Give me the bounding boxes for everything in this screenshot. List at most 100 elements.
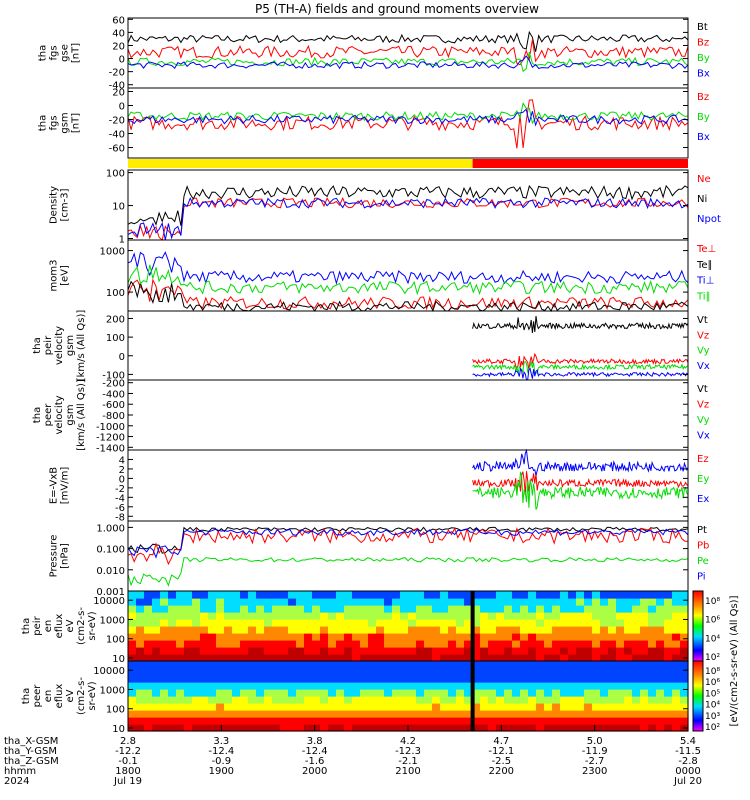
- spectrogram-cell: [616, 696, 625, 704]
- spectrogram-cell: [456, 696, 465, 704]
- spectrogram-cell: [264, 598, 273, 606]
- spectrogram-cell: [384, 626, 393, 634]
- spectrogram-cell: [576, 654, 585, 662]
- spectrogram-cell: [392, 675, 401, 683]
- spectrogram-cell: [224, 703, 233, 711]
- spectrogram-cell: [488, 654, 497, 662]
- spectrogram-cell: [496, 647, 505, 655]
- spectrogram-cell: [280, 598, 289, 606]
- spectrogram-cell: [152, 591, 161, 599]
- spectrogram-cell: [408, 605, 417, 613]
- spectrogram-cell: [424, 710, 433, 718]
- spectrogram-cell: [552, 703, 561, 711]
- spectrogram-cell: [424, 703, 433, 711]
- spectrogram-cell: [216, 612, 225, 620]
- spectrogram-cell: [184, 612, 193, 620]
- spectrogram-cell: [680, 605, 689, 613]
- spectrogram-cell: [352, 696, 361, 704]
- spectrogram-cell: [400, 661, 409, 669]
- y-tick-label: 100: [106, 333, 125, 344]
- spectrogram-cell: [568, 717, 577, 725]
- spectrogram-cell: [312, 633, 321, 641]
- spectrogram-cell: [224, 612, 233, 620]
- spectrogram-cell: [232, 682, 241, 690]
- colorbar-tick: 10⁸: [705, 597, 720, 607]
- spectrogram-cell: [648, 647, 657, 655]
- y-axis-label: sr-eV): [87, 611, 98, 640]
- spectrogram-cell: [136, 703, 145, 711]
- spectrogram-cell: [240, 619, 249, 627]
- spectrogram-cell: [608, 612, 617, 620]
- spectrogram-cell: [576, 661, 585, 669]
- spectrogram-cell: [448, 612, 457, 620]
- spectrogram-cell: [304, 619, 313, 627]
- spectrogram-cell: [656, 633, 665, 641]
- spectrogram-cell: [664, 724, 673, 732]
- spectrogram-cell: [480, 605, 489, 613]
- y-axis-label: [eV]: [60, 265, 71, 286]
- spectrogram-cell: [192, 591, 201, 599]
- spectrogram-cell: [544, 689, 553, 697]
- spectrogram-cell: [184, 633, 193, 641]
- spectrogram-cell: [448, 661, 457, 669]
- spectrogram-cell: [552, 633, 561, 641]
- spectrogram-cell: [576, 717, 585, 725]
- spectrogram-cell: [648, 605, 657, 613]
- spectrogram-cell: [128, 668, 137, 676]
- spectrogram-cell: [672, 654, 681, 662]
- spectrogram-cell: [248, 703, 257, 711]
- spectrogram-cell: [128, 661, 137, 669]
- spectrogram-cell: [576, 682, 585, 690]
- y-tick-label: 10000: [93, 596, 125, 607]
- spectrogram-cell: [584, 710, 593, 718]
- spectrogram-cell: [536, 710, 545, 718]
- spectrogram-cell: [128, 703, 137, 711]
- spectrogram-cell: [216, 647, 225, 655]
- spectrogram-cell: [384, 710, 393, 718]
- spectrogram-cell: [232, 689, 241, 697]
- colorbar-tick: 10⁴: [705, 634, 720, 644]
- spectrogram-cell: [608, 724, 617, 732]
- y-axis-label: [nT]: [71, 113, 82, 133]
- spectrogram-cell: [312, 682, 321, 690]
- spectrogram-cell: [136, 724, 145, 732]
- y-axis-label: Density: [49, 186, 60, 224]
- spectrogram-cell: [128, 591, 137, 599]
- y-tick-label: -40: [109, 130, 125, 141]
- spectrogram-cell: [328, 682, 337, 690]
- spectrogram-cell: [352, 626, 361, 634]
- spectrogram-cell: [360, 633, 369, 641]
- spectrogram-cell: [384, 724, 393, 732]
- spectrogram-cell: [624, 696, 633, 704]
- spectrogram-cell: [496, 612, 505, 620]
- spectrogram-cell: [136, 640, 145, 648]
- spectrogram-cell: [296, 591, 305, 599]
- spectrogram-cell: [480, 689, 489, 697]
- spectrogram-cell: [616, 689, 625, 697]
- spectrogram-cell: [232, 710, 241, 718]
- spectrogram-cell: [248, 626, 257, 634]
- spectrogram-cell: [480, 696, 489, 704]
- spectrogram-cell: [456, 703, 465, 711]
- spectrogram-cell: [504, 689, 513, 697]
- colorbar-bottom: [692, 660, 704, 732]
- spectrogram-cell: [536, 675, 545, 683]
- spectrogram-cell: [360, 703, 369, 711]
- spectrogram-cell: [616, 591, 625, 599]
- spectrogram-cell: [232, 591, 241, 599]
- spectrogram-cell: [320, 605, 329, 613]
- spectrogram-cell: [264, 703, 273, 711]
- spectrogram-cell: [216, 633, 225, 641]
- spectrogram-cell: [392, 647, 401, 655]
- spectrogram-cell: [352, 703, 361, 711]
- spectrogram-cell: [520, 661, 529, 669]
- spectrogram-cell: [416, 724, 425, 732]
- panel-frame: [127, 310, 689, 381]
- spectrogram-cell: [496, 633, 505, 641]
- spectrogram-cell: [440, 682, 449, 690]
- spectrogram-cell: [672, 633, 681, 641]
- legend-entry: Vt: [697, 384, 708, 395]
- spectrogram-cell: [304, 668, 313, 676]
- spectrogram-cell: [416, 626, 425, 634]
- spectrogram-cell: [640, 703, 649, 711]
